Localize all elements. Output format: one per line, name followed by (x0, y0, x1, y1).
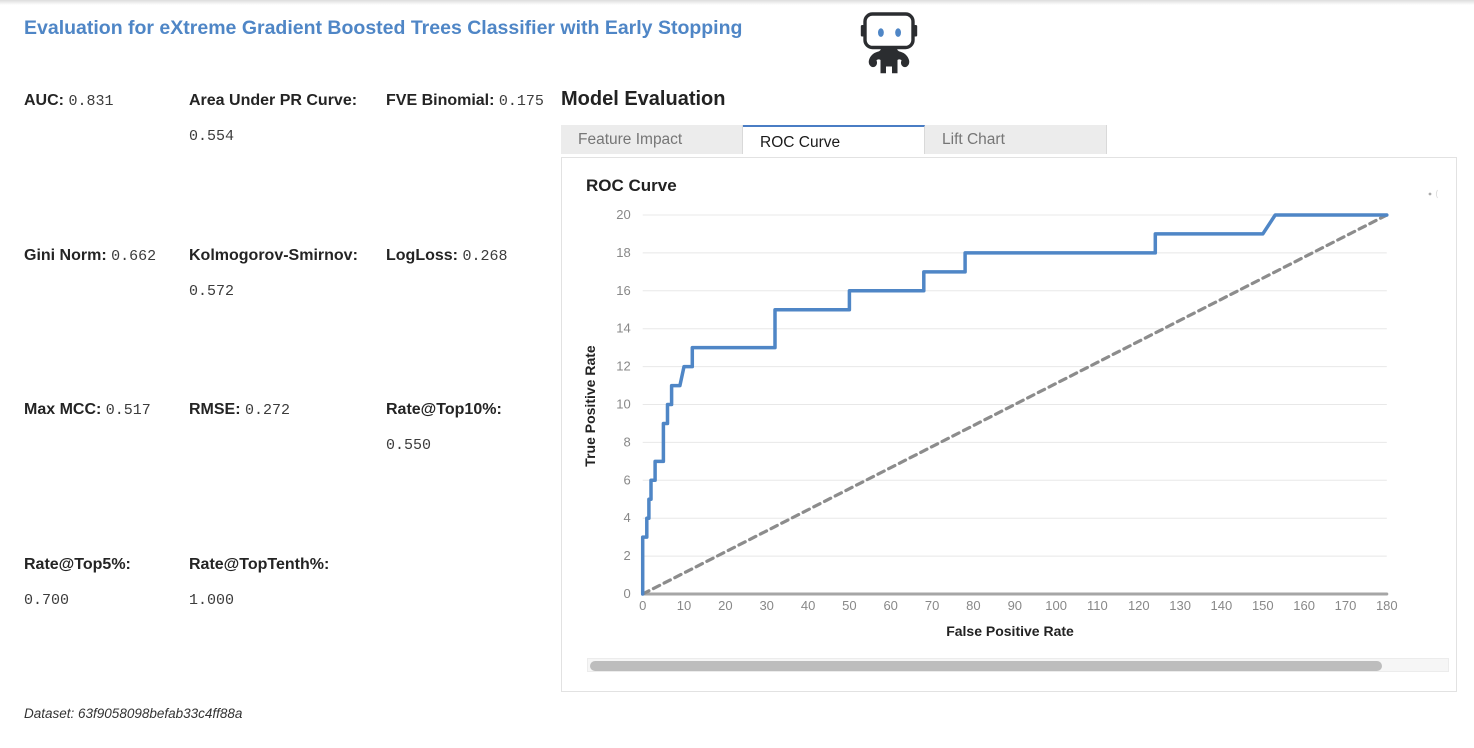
svg-text:70: 70 (925, 598, 939, 613)
svg-text:4: 4 (623, 510, 630, 525)
svg-text:30: 30 (759, 598, 773, 613)
svg-text:10: 10 (616, 397, 630, 412)
svg-text:80: 80 (966, 598, 980, 613)
svg-text:20: 20 (718, 598, 732, 613)
svg-text:14: 14 (616, 321, 630, 336)
svg-text:90: 90 (1008, 598, 1022, 613)
svg-text:120: 120 (1128, 598, 1150, 613)
svg-text:20: 20 (616, 207, 630, 222)
svg-text:110: 110 (1087, 598, 1108, 613)
svg-text:10: 10 (677, 598, 691, 613)
svg-text:2: 2 (623, 548, 630, 563)
svg-text:160: 160 (1293, 598, 1315, 613)
svg-text:50: 50 (842, 598, 856, 613)
svg-text:0: 0 (639, 598, 646, 613)
svg-text:6: 6 (623, 472, 630, 487)
svg-text:16: 16 (616, 283, 630, 298)
svg-text:170: 170 (1335, 598, 1357, 613)
svg-text:150: 150 (1252, 598, 1274, 613)
svg-text:12: 12 (616, 359, 630, 374)
svg-text:18: 18 (616, 245, 630, 260)
svg-text:8: 8 (623, 434, 630, 449)
svg-text:40: 40 (801, 598, 815, 613)
svg-text:60: 60 (883, 598, 897, 613)
svg-text:100: 100 (1045, 598, 1067, 613)
svg-text:140: 140 (1211, 598, 1233, 613)
svg-text:180: 180 (1376, 598, 1398, 613)
svg-text:0: 0 (623, 586, 630, 601)
svg-text:130: 130 (1169, 598, 1191, 613)
